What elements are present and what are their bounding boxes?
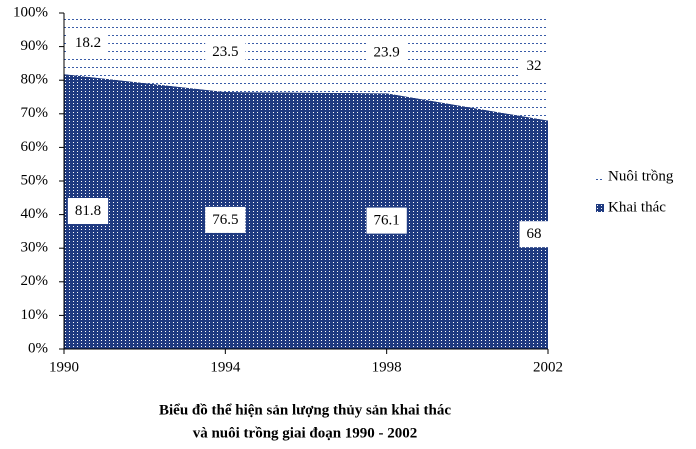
legend-swatch [596, 173, 604, 181]
legend-swatch [596, 204, 604, 212]
data-label: 76.1 [374, 213, 400, 229]
y-tick-label: 60% [21, 139, 49, 155]
x-tick-label: 2002 [533, 359, 563, 375]
data-label: 76.5 [212, 212, 238, 228]
area [64, 74, 548, 349]
legend-label: Khai thác [608, 199, 666, 215]
x-tick-label: 1990 [49, 359, 79, 375]
y-tick-label: 10% [21, 307, 49, 323]
y-tick-label: 40% [21, 206, 49, 222]
y-tick-label: 20% [21, 273, 49, 289]
chart-title: và nuôi trồng giai đoạn 1990 - 2002 [193, 425, 418, 441]
data-label-bg [67, 30, 109, 57]
legend-label: Nuôi trồng [608, 168, 674, 184]
data-label-bg [205, 38, 246, 65]
chart-title: Biểu đồ thể hiện sản lượng thủy sản khai… [159, 402, 451, 418]
x-tick-label: 1998 [372, 359, 402, 375]
y-tick-label: 90% [21, 38, 49, 54]
data-label-bg [366, 207, 407, 234]
y-tick-label: 0% [28, 340, 48, 356]
y-tick-label: 70% [21, 105, 49, 121]
data-label-bg [519, 53, 549, 80]
data-label: 68 [527, 226, 542, 242]
data-label: 18.2 [75, 35, 101, 51]
area [64, 13, 548, 121]
data-label: 23.5 [212, 44, 238, 60]
data-label-bg [519, 221, 549, 248]
data-label-bg [67, 198, 109, 225]
y-tick-label: 50% [21, 172, 49, 188]
y-tick-label: 80% [21, 72, 49, 88]
x-tick-label: 1994 [210, 359, 241, 375]
data-label: 23.9 [374, 45, 400, 61]
data-label: 81.8 [75, 203, 101, 219]
data-label-bg [205, 206, 246, 233]
y-tick-label: 100% [13, 4, 48, 20]
data-label: 32 [527, 58, 542, 74]
y-tick-label: 30% [21, 240, 49, 256]
data-label-bg [366, 39, 407, 66]
